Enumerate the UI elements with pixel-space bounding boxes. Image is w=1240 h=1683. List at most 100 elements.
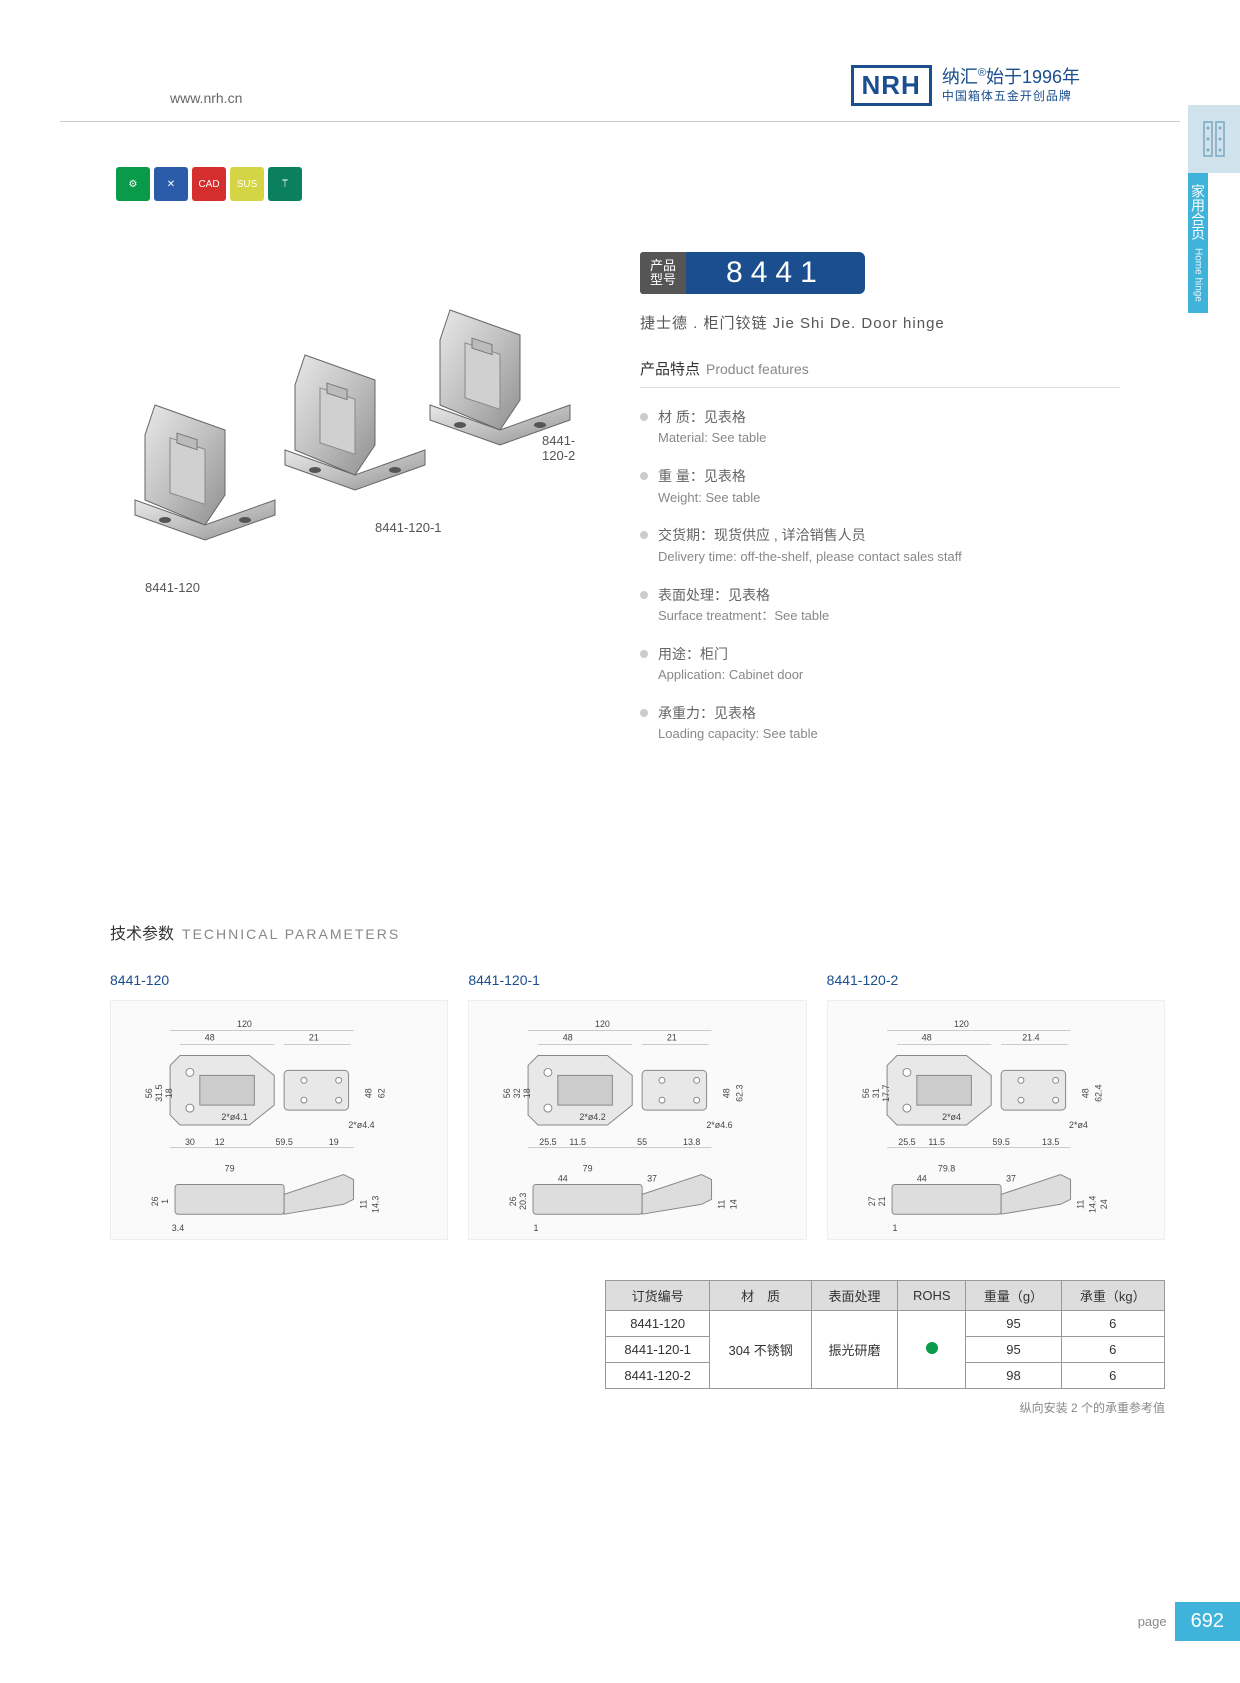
svg-text:62: 62 [376,1088,386,1098]
icon-5: ⟙ [268,167,302,201]
svg-text:26: 26 [509,1196,519,1206]
col-header: 订货编号 [606,1281,710,1311]
col-header: 表面处理 [811,1281,897,1311]
drawing-label: 8441-120-2 [827,972,1165,988]
drawing-diagram: 12048215631.5182*ø4.1301259.5192*ø4.4486… [110,1000,448,1240]
table-note: 纵向安装 2 个的承重参考值 [605,1399,1165,1416]
cell-weight: 98 [966,1363,1061,1389]
logo: NRH [851,65,932,106]
svg-text:62.4: 62.4 [1093,1085,1103,1102]
svg-text:21: 21 [877,1196,887,1206]
website-url: www.nrh.cn [170,90,242,106]
cell-load: 6 [1061,1363,1164,1389]
svg-text:11: 11 [358,1200,368,1209]
category-tab: 家用合页 Home hinge [1188,173,1208,313]
col-header: ROHS [898,1281,966,1311]
feature-icons: ⚙ ✕ CAD SUS ⟙ [116,167,302,201]
svg-text:3.4: 3.4 [172,1223,184,1233]
icon-2: ✕ [154,167,188,201]
svg-text:2*ø4: 2*ø4 [1069,1120,1088,1130]
page-number: 692 [1175,1602,1240,1641]
drawing-label: 8441-120-1 [468,972,806,988]
svg-text:48: 48 [563,1033,573,1043]
svg-text:37: 37 [647,1173,657,1183]
svg-text:11: 11 [717,1200,727,1209]
svg-text:48: 48 [1080,1088,1090,1098]
svg-text:26: 26 [150,1196,160,1206]
svg-text:120: 120 [954,1019,969,1029]
svg-text:79: 79 [225,1164,235,1174]
svg-text:30: 30 [185,1137,195,1147]
feature-item: 交货期：现货供应 , 详洽销售人员Delivery time: off-the-… [640,524,1120,567]
product-label-b: 8441-120-1 [375,520,442,535]
spec-table: 订货编号材 质表面处理ROHS重量（g）承重（kg） 8441-120304 不… [605,1280,1165,1389]
page-header: www.nrh.cn NRH 纳汇®始于1996年 中国箱体五金开创品牌 [60,0,1180,122]
svg-text:62.3: 62.3 [735,1085,745,1102]
col-header: 重量（g） [966,1281,1061,1311]
side-tab: 家用合页 Home hinge [1188,105,1240,313]
feature-item: 承重力：见表格Loading capacity: See table [640,702,1120,745]
drawing-label: 8441-120 [110,972,448,988]
drawings-row: 8441-12012048215631.5182*ø4.1301259.5192… [110,972,1165,1240]
cell-surface: 振光研磨 [811,1311,897,1389]
svg-text:120: 120 [237,1019,252,1029]
svg-text:31.5: 31.5 [154,1085,164,1102]
svg-text:20.3: 20.3 [518,1193,528,1210]
subtitle: 捷士德 . 柜门铰链 Jie Shi De. Door hinge [640,312,1120,333]
svg-text:24: 24 [1099,1199,1109,1209]
col-header: 材 质 [710,1281,812,1311]
brand-text: 纳汇®始于1996年 中国箱体五金开创品牌 [942,66,1080,105]
features-title: 产品特点Product features [640,358,1120,388]
svg-text:1: 1 [892,1223,897,1233]
cell-load: 6 [1061,1337,1164,1363]
svg-text:48: 48 [921,1033,931,1043]
svg-text:2*ø4.6: 2*ø4.6 [707,1120,733,1130]
cell-weight: 95 [966,1311,1061,1337]
svg-text:21.4: 21.4 [1022,1033,1039,1043]
cell-weight: 95 [966,1337,1061,1363]
feature-item: 重 量：见表格Weight: See table [640,465,1120,508]
svg-text:14.3: 14.3 [370,1196,380,1213]
svg-text:27: 27 [867,1196,877,1206]
feature-item: 表面处理：见表格Surface treatment：See table [640,584,1120,627]
cell-code: 8441-120-1 [606,1337,710,1363]
drawing: 8441-120-21204821.4563117.72*ø425.511.55… [827,972,1165,1240]
svg-text:13.5: 13.5 [1042,1137,1059,1147]
svg-text:1: 1 [534,1223,539,1233]
features-list: 材 质：见表格Material: See table重 量：见表格Weight:… [640,406,1120,745]
icon-sus: SUS [230,167,264,201]
table-row: 8441-120304 不锈钢振光研磨956 [606,1311,1165,1337]
drawing-diagram: 12048215632182*ø4.225.511.55513.82*ø4.64… [468,1000,806,1240]
svg-text:12: 12 [215,1137,225,1147]
svg-text:48: 48 [205,1033,215,1043]
svg-text:2*ø4.4: 2*ø4.4 [348,1120,374,1130]
svg-text:25.5: 25.5 [898,1137,915,1147]
svg-text:14: 14 [729,1199,739,1209]
page-label: page [1138,1614,1167,1629]
svg-text:18: 18 [522,1088,532,1098]
svg-text:21: 21 [667,1033,677,1043]
drawing: 8441-120-112048215632182*ø4.225.511.5551… [468,972,806,1240]
tech-title: 技术参数TECHNICAL PARAMETERS [110,920,1165,944]
brand-block: NRH 纳汇®始于1996年 中国箱体五金开创品牌 [851,65,1081,106]
cell-code: 8441-120 [606,1311,710,1337]
svg-text:44: 44 [558,1173,568,1183]
product-label-a: 8441-120 [145,580,200,595]
svg-text:44: 44 [916,1173,926,1183]
svg-text:59.5: 59.5 [275,1137,292,1147]
tech-section: 技术参数TECHNICAL PARAMETERS 8441-120 120 48 21… [110,920,1165,1240]
hinge-icon [1188,105,1240,173]
svg-text:56: 56 [144,1088,154,1098]
cell-material: 304 不锈钢 [710,1311,812,1389]
spec-table-wrap: 订货编号材 质表面处理ROHS重量（g）承重（kg） 8441-120304 不… [605,1280,1165,1416]
svg-text:48: 48 [722,1088,732,1098]
product-label-c: 8441-120-2 [542,433,590,463]
svg-text:11.5: 11.5 [570,1137,587,1147]
svg-text:11.5: 11.5 [928,1137,945,1147]
svg-text:79.8: 79.8 [938,1164,955,1174]
model-label: 产品型号 [640,252,686,294]
svg-text:56: 56 [503,1088,513,1098]
model-number: 8441 [686,252,865,294]
info-panel: 产品型号 8441 捷士德 . 柜门铰链 Jie Shi De. Door hi… [640,252,1120,761]
drawing: 8441-12012048215631.5182*ø4.1301259.5192… [110,972,448,1240]
